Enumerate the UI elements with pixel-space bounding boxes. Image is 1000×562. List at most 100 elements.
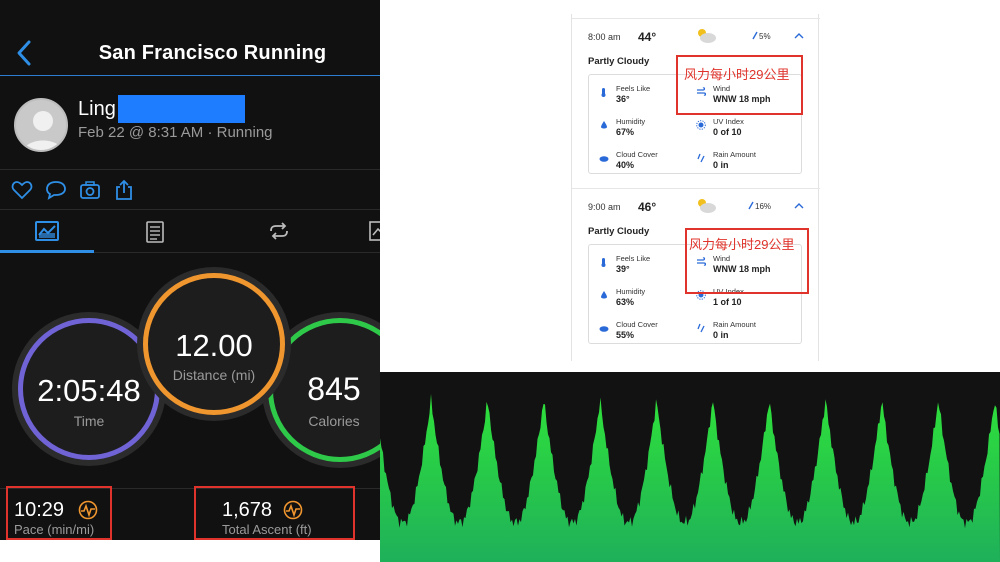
rain-amount-value: 0 in [713,160,729,170]
ascent-highlight-box [194,486,355,540]
calories-label: Calories [308,413,360,429]
rain-icon [697,323,705,333]
person-icon [23,111,63,150]
avatar[interactable] [14,98,68,152]
feels-like-label: Feels Like [616,254,651,263]
rain-amount-value: 0 in [713,330,729,340]
heart-icon[interactable] [10,178,34,202]
wind-label: Wind [713,254,731,263]
precip-drop-icon [748,201,754,210]
rain-amount-label: Rain Amount [713,320,756,329]
wind-highlight-box [676,55,803,115]
waveform-graph [380,393,1000,562]
time-ring[interactable]: 2:05:48 Time [18,318,160,460]
uv-label: UV Index [713,117,744,126]
distance-label: Distance (mi) [172,367,256,383]
wind-annotation: 风力每小时29公里 [684,67,790,82]
wind-value: WNW 18 mph [713,94,771,104]
comment-icon[interactable] [44,178,68,202]
pace-activity-icon[interactable] [78,500,98,520]
cloud-cover-label: Cloud Cover [616,320,658,329]
ascent-label: Total Ascent (ft) [222,522,312,537]
time-label: Time [73,413,105,429]
humidity-label: Humidity [616,287,646,296]
divider [572,188,820,189]
wind-value: WNW 18 mph [713,264,771,274]
chart-icon [369,221,380,241]
user-name: Ling· [78,98,123,120]
user-row: Ling· Feb 22 @ 8:31 AM · Running [0,76,380,170]
activity-meta: Feb 22 @ 8:31 AM · Running [78,124,273,141]
cloud-icon [599,156,609,162]
tab-overview[interactable] [0,211,94,253]
chevron-up-icon[interactable] [794,32,804,39]
tab-details[interactable] [110,211,204,253]
humidity-drop-icon [601,121,607,129]
feels-like-value: 36° [616,94,630,104]
precip-drop-icon [752,31,758,40]
stats-row [0,488,380,540]
hour-block-8am[interactable]: 8:00 am 44° 5% Partly Cloudy Feels Like … [572,18,820,188]
cloud-cover-value: 40% [616,160,635,170]
share-icon[interactable] [112,178,136,202]
time-value: 2:05:48 [37,373,141,408]
wind-highlight-box [685,228,809,294]
distance-value: 12.00 [175,328,253,363]
weather-detail-card: Feels Like 39° Wind WNW 18 mph Humidity … [588,244,802,344]
pace-label: Pace (min/mi) [14,522,95,537]
wind-icon [697,87,706,96]
partly-cloudy-icon [698,199,716,213]
uv-sun-icon [696,120,706,130]
thermometer-icon [601,88,606,97]
calories-value: 845 [307,371,361,407]
hour-precip: 5% [759,32,771,41]
back-chevron-icon[interactable] [12,38,36,68]
humidity-value: 63% [616,297,635,307]
humidity-value: 67% [616,127,635,137]
wind-label: Wind [713,84,731,93]
hour-time: 8:00 am [588,32,621,42]
pace-value: 10:29 [14,499,65,521]
waveform-area [380,393,1000,562]
activity-tabs [0,211,380,253]
document-icon [146,221,164,243]
redaction-box [118,95,245,123]
rain-amount-label: Rain Amount [713,150,756,159]
rain-icon [697,153,705,163]
weather-detail-card: Feels Like 36° Wind WNW 18 mph Humidity … [588,74,802,174]
wind-annotation: 风力每小时29公里 [689,237,795,252]
hourly-weather-panel: 8:00 am 44° 5% Partly Cloudy Feels Like … [571,14,820,361]
app-header: San Francisco Running [0,18,380,76]
ascent-value: 1,678 [222,499,273,521]
humidity-drop-icon [601,291,607,299]
cloud-icon [599,326,609,332]
overview-chart-icon [35,221,59,241]
hour-block-9am[interactable]: 9:00 am 46° 16% Partly Cloudy Feels Like… [572,188,820,358]
camera-icon[interactable] [78,178,102,202]
hour-condition: Partly Cloudy [588,56,650,67]
feels-like-value: 39° [616,264,630,274]
wind-icon [697,257,706,266]
repeat-icon [270,222,288,240]
feels-like-label: Feels Like [616,84,651,93]
uv-value: 1 of 10 [713,297,742,307]
cloud-cover-label: Cloud Cover [616,150,658,159]
divider [572,18,820,19]
distance-ring[interactable]: 12.00 Distance (mi) [143,273,285,415]
running-activity-screen: San Francisco Running Ling· Feb 22 @ 8:3… [0,0,380,540]
chevron-up-icon[interactable] [794,202,804,209]
hour-temp: 44° [638,30,657,44]
tab-laps[interactable] [232,211,326,253]
ascent-activity-icon[interactable] [283,500,303,520]
hour-condition: Partly Cloudy [588,226,650,237]
humidity-label: Humidity [616,117,646,126]
cloud-cover-value: 55% [616,330,635,340]
uv-value: 0 of 10 [713,127,742,137]
page-title: San Francisco Running [98,42,327,64]
calories-ring[interactable]: 845 Calories [268,318,380,462]
pace-highlight-box [6,486,112,540]
tab-charts[interactable] [334,211,380,253]
action-bar [0,170,380,210]
hour-temp: 46° [638,200,657,214]
